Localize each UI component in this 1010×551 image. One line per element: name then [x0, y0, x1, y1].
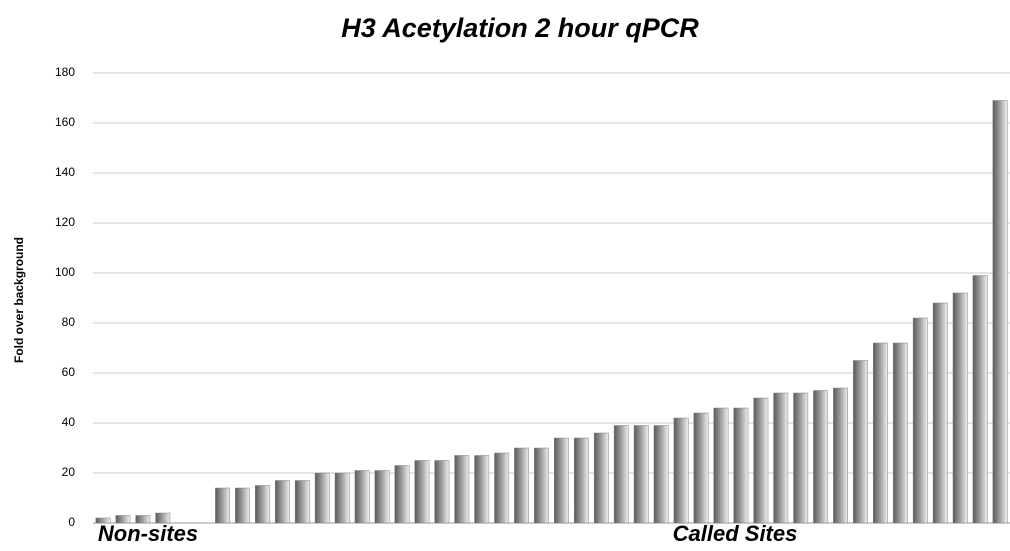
- bar: [992, 100, 1008, 524]
- bar: [713, 407, 729, 524]
- bar: [454, 455, 470, 524]
- bar: [613, 425, 629, 524]
- bar: [135, 515, 151, 524]
- bar: [394, 465, 410, 524]
- bar: [573, 437, 589, 524]
- bar: [314, 472, 330, 524]
- bar: [494, 452, 510, 524]
- bar: [892, 342, 908, 524]
- bar: [274, 480, 290, 524]
- bar: [554, 437, 569, 524]
- bar: [853, 360, 868, 524]
- y-tick-label: 80: [62, 315, 76, 329]
- bar: [434, 460, 450, 524]
- y-tick-label: 60: [62, 365, 76, 379]
- bar: [693, 412, 709, 524]
- bar: [932, 302, 948, 524]
- bar: [474, 455, 490, 524]
- bar: [155, 512, 171, 524]
- bar: [833, 387, 848, 524]
- bar: [952, 292, 968, 524]
- y-axis-label: Fold over background: [12, 237, 26, 363]
- bar: [912, 317, 928, 524]
- bar: [294, 480, 310, 524]
- bar: [653, 425, 669, 524]
- y-tick-label: 180: [55, 65, 75, 79]
- y-tick-label: 100: [55, 265, 75, 279]
- y-tick-label: 40: [62, 415, 76, 429]
- chart-title: H3 Acetylation 2 hour qPCR: [341, 13, 699, 43]
- bar: [534, 447, 549, 524]
- bar: [215, 487, 231, 524]
- bar: [374, 470, 390, 524]
- bar: [354, 470, 370, 524]
- bar: [334, 472, 350, 524]
- y-tick-label: 20: [62, 465, 76, 479]
- bar: [115, 515, 131, 524]
- y-tick-label: 160: [55, 115, 75, 129]
- y-tick-label: 120: [55, 215, 75, 229]
- bar: [733, 407, 749, 524]
- bar: [95, 517, 111, 524]
- bar: [514, 447, 530, 524]
- bar: [753, 397, 769, 524]
- bar: [872, 342, 888, 524]
- bar: [255, 485, 270, 524]
- group-label: Non-sites: [98, 521, 198, 546]
- bar: [633, 425, 649, 524]
- bar: [593, 432, 609, 524]
- y-tick-label: 0: [68, 515, 75, 529]
- group-label: Called Sites: [673, 521, 798, 546]
- bar: [972, 275, 988, 524]
- bar: [813, 390, 829, 524]
- bar: [235, 487, 250, 524]
- bar: [414, 460, 430, 524]
- bar: [673, 417, 689, 524]
- bar: [773, 392, 789, 524]
- bar: [793, 392, 809, 524]
- y-tick-label: 140: [55, 165, 75, 179]
